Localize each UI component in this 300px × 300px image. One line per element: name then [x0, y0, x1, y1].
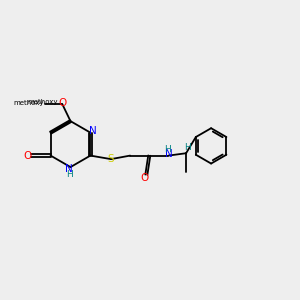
Text: H: H [66, 169, 72, 178]
Text: O: O [141, 173, 149, 183]
Text: methoxy: methoxy [13, 100, 44, 106]
Text: O: O [24, 151, 32, 160]
Text: N: N [65, 164, 73, 173]
Text: N: N [89, 126, 97, 136]
Text: H: H [184, 143, 190, 152]
Text: S: S [108, 154, 114, 164]
Text: N: N [164, 149, 172, 159]
Text: methoxy: methoxy [27, 99, 58, 105]
Text: H: H [164, 145, 171, 154]
Text: O: O [58, 98, 66, 108]
